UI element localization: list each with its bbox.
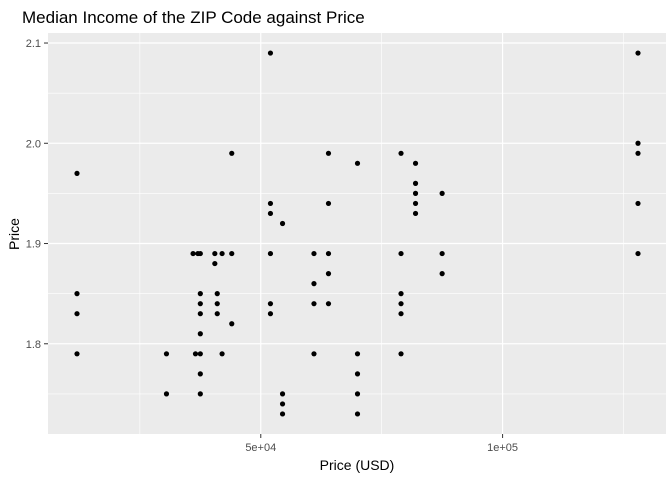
data-point [229,321,235,327]
data-point [163,351,170,357]
data-point [219,351,225,357]
data-point [311,301,317,307]
data-point [398,311,404,317]
data-point [279,220,286,227]
data-point [354,411,361,417]
data-point [197,311,203,317]
data-point [212,260,218,267]
data-point [212,250,218,257]
data-point [190,250,196,257]
x-axis-ticks: 5e+04 1e+05 [245,434,518,454]
grid-minor [48,33,666,434]
x-tick-label: 1e+05 [487,442,518,454]
data-point [214,311,220,317]
grid-major [48,33,666,434]
chart-title: Median Income of the ZIP Code against Pr… [22,8,365,27]
data-point [163,391,170,397]
data-point [354,351,361,357]
data-point [279,401,286,407]
data-point [398,351,404,357]
data-point [439,250,445,257]
data-point [635,140,641,146]
data-point [412,180,419,186]
data-point [311,250,317,257]
data-point [214,301,220,307]
y-axis-ticks: 1.8 1.9 2.0 2.1 [26,38,48,351]
data-point [325,200,332,207]
data-point [325,271,332,277]
data-point [197,331,203,337]
y-tick-label: 1.9 [26,239,41,251]
data-point [398,250,404,257]
data-point [229,250,235,257]
data-point [229,150,235,156]
data-point [398,150,404,156]
data-point [354,391,361,397]
data-point [635,150,641,156]
data-point [439,190,445,196]
plot-panel [48,33,666,434]
data-point [635,250,641,257]
data-point [267,311,274,317]
data-point [267,250,274,257]
x-axis-title: Price (USD) [320,457,395,473]
data-point [412,160,419,166]
data-point [635,200,641,207]
data-point [214,291,220,297]
data-point [311,281,317,287]
data-point [412,200,419,207]
data-point [197,391,203,397]
data-point [74,170,80,176]
data-point [325,250,332,257]
data-point [219,250,225,257]
data-point [74,311,80,317]
y-tick-label: 2.1 [26,38,41,50]
data-point [267,50,274,56]
data-point [325,301,332,307]
data-point [398,291,404,297]
data-point [267,200,274,207]
data-point [279,391,286,397]
data-point [325,150,332,156]
y-tick-label: 2.0 [26,138,41,150]
data-point [192,351,199,357]
x-tick-label: 5e+04 [245,442,276,454]
data-point [412,210,419,217]
data-point [197,301,203,307]
data-point [311,351,317,357]
data-point [412,190,419,196]
y-axis-title: Price [6,218,22,250]
data-point [635,50,641,56]
data-point [267,301,274,307]
data-point [197,351,203,357]
data-point [279,411,286,417]
y-tick-label: 1.8 [26,339,41,351]
data-point [398,301,404,307]
data-point [197,250,203,257]
data-point [197,371,203,377]
data-points [74,50,641,417]
data-point [74,291,80,297]
data-point [74,351,80,357]
data-point [354,371,361,377]
data-point [439,271,445,277]
data-point [267,210,274,217]
data-point [354,160,361,166]
data-point [197,291,203,297]
